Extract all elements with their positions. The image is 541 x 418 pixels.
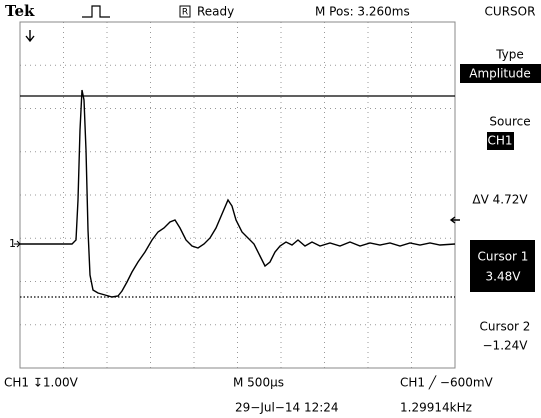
menu-value: −1.24V bbox=[483, 339, 529, 353]
position: M Pos: 3.260ms bbox=[315, 5, 410, 19]
channel-scale: CH1 ↧1.00V bbox=[4, 376, 79, 390]
time-scale: M 500µs bbox=[233, 376, 284, 390]
menu-title: CURSOR bbox=[485, 5, 536, 19]
menu-label[interactable]: ΔV 4.72V bbox=[472, 193, 528, 207]
menu-label[interactable]: Cursor 2 bbox=[480, 320, 531, 334]
frequency: 1.29914kHz bbox=[400, 401, 472, 415]
menu-label: Type bbox=[495, 48, 524, 62]
brand: Tek bbox=[5, 2, 35, 20]
menu-label: Source bbox=[489, 115, 530, 129]
status: Ready bbox=[197, 5, 234, 19]
menu-value[interactable]: Amplitude bbox=[469, 67, 531, 81]
trigger-setting: CH1 ╱ −600mV bbox=[400, 375, 494, 390]
background bbox=[0, 0, 541, 418]
menu-selected-box bbox=[470, 240, 535, 292]
menu-value[interactable]: CH1 bbox=[487, 134, 512, 148]
scope-screen: Tek R Ready M Pos: 3.260ms CURSOR 1 Type… bbox=[0, 0, 541, 418]
menu-value: 3.48V bbox=[486, 270, 522, 284]
menu-label[interactable]: Cursor 1 bbox=[478, 250, 529, 264]
date: 29−Jul−14 12:24 bbox=[235, 401, 339, 415]
status-icon: R bbox=[182, 8, 188, 18]
